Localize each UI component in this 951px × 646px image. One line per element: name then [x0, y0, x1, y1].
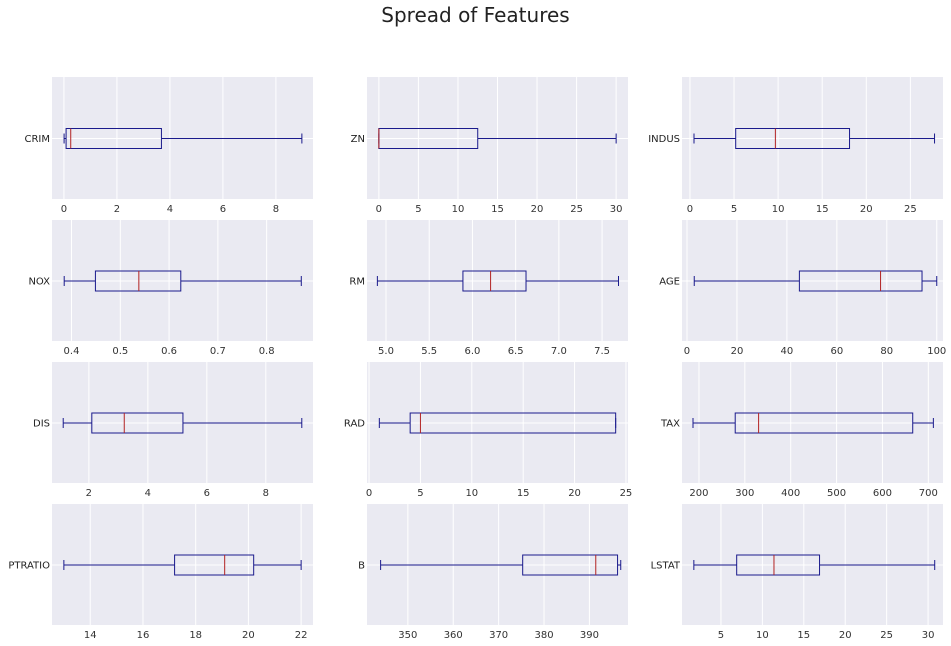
feature-label-tax: TAX: [660, 419, 680, 430]
tick-label: 10: [772, 204, 785, 215]
tick-label: 0: [376, 204, 382, 215]
tick-label: 0.7: [210, 346, 226, 357]
tick-label: 400: [781, 488, 800, 499]
tick-label: 15: [517, 488, 530, 499]
feature-label-crim: CRIM: [24, 134, 50, 145]
tick-label: 5: [731, 204, 737, 215]
feature-label-rad: RAD: [344, 419, 365, 430]
feature-label-ptratio: PTRATIO: [8, 561, 50, 572]
tick-label: 20: [860, 204, 873, 215]
tick-label: 370: [489, 630, 508, 641]
tick-label: 360: [444, 630, 463, 641]
tick-label: 6: [204, 488, 210, 499]
tick-label: 200: [689, 488, 708, 499]
tick-label: 7.0: [551, 346, 567, 357]
tick-label: 0.6: [161, 346, 177, 357]
tick-label: 20: [242, 630, 255, 641]
tick-label: 2: [86, 488, 92, 499]
tick-label: 6: [220, 204, 226, 215]
tick-label: 4: [145, 488, 151, 499]
tick-label: 14: [84, 630, 97, 641]
box-dis: [91, 412, 184, 434]
box-tax: [734, 412, 914, 434]
tick-label: 30: [922, 630, 935, 641]
tick-label: 10: [465, 488, 478, 499]
tick-label: 600: [873, 488, 892, 499]
tick-label: 100: [927, 346, 946, 357]
tick-label: 5: [415, 204, 421, 215]
tick-label: 7.5: [594, 346, 610, 357]
tick-label: 6.0: [464, 346, 480, 357]
box-ptratio: [174, 554, 255, 576]
feature-label-zn: ZN: [351, 134, 365, 145]
tick-label: 500: [827, 488, 846, 499]
tick-label: 5.5: [421, 346, 437, 357]
tick-label: 0: [684, 346, 690, 357]
tick-label: 15: [491, 204, 504, 215]
box-lstat: [736, 554, 821, 576]
feature-label-dis: DIS: [33, 419, 50, 430]
tick-label: 20: [531, 204, 544, 215]
tick-label: 25: [620, 488, 633, 499]
tick-label: 15: [816, 204, 829, 215]
box-b: [522, 554, 619, 576]
tick-label: 25: [570, 204, 583, 215]
tick-label: 4: [167, 204, 173, 215]
tick-label: 5.0: [378, 346, 394, 357]
feature-label-b: B: [358, 561, 365, 572]
tick-label: 380: [534, 630, 553, 641]
feature-label-lstat: LSTAT: [651, 561, 681, 572]
tick-label: 10: [452, 204, 465, 215]
feature-label-indus: INDUS: [648, 134, 680, 145]
tick-label: 0.8: [259, 346, 275, 357]
tick-label: 700: [919, 488, 938, 499]
box-crim: [65, 128, 162, 149]
tick-label: 300: [735, 488, 754, 499]
feature-label-rm: RM: [349, 277, 365, 288]
tick-label: 5: [718, 630, 724, 641]
tick-label: 18: [189, 630, 202, 641]
tick-label: 5: [417, 488, 423, 499]
tick-label: 0: [687, 204, 693, 215]
feature-label-age: AGE: [659, 277, 680, 288]
tick-label: 20: [568, 488, 581, 499]
figure-title: Spread of Features: [381, 3, 570, 27]
tick-label: 80: [880, 346, 893, 357]
box-indus: [735, 128, 851, 149]
box-age: [798, 270, 923, 292]
tick-label: 25: [904, 204, 917, 215]
tick-label: 30: [610, 204, 623, 215]
tick-label: 6.5: [508, 346, 524, 357]
tick-label: 22: [295, 630, 308, 641]
tick-label: 8: [263, 488, 269, 499]
tick-label: 0.4: [64, 346, 80, 357]
tick-label: 20: [839, 630, 852, 641]
tick-label: 60: [830, 346, 843, 357]
tick-label: 15: [797, 630, 810, 641]
box-rm: [462, 270, 527, 292]
tick-label: 10: [756, 630, 769, 641]
box-rad: [409, 412, 617, 434]
tick-label: 390: [580, 630, 599, 641]
tick-label: 2: [114, 204, 120, 215]
tick-label: 0: [61, 204, 67, 215]
tick-label: 20: [731, 346, 744, 357]
box-nox: [94, 270, 182, 292]
feature-label-nox: NOX: [28, 277, 50, 288]
tick-label: 350: [398, 630, 417, 641]
tick-label: 0: [366, 488, 372, 499]
tick-label: 40: [781, 346, 794, 357]
tick-label: 8: [273, 204, 279, 215]
tick-label: 0.5: [112, 346, 128, 357]
tick-label: 25: [880, 630, 893, 641]
tick-label: 16: [137, 630, 150, 641]
